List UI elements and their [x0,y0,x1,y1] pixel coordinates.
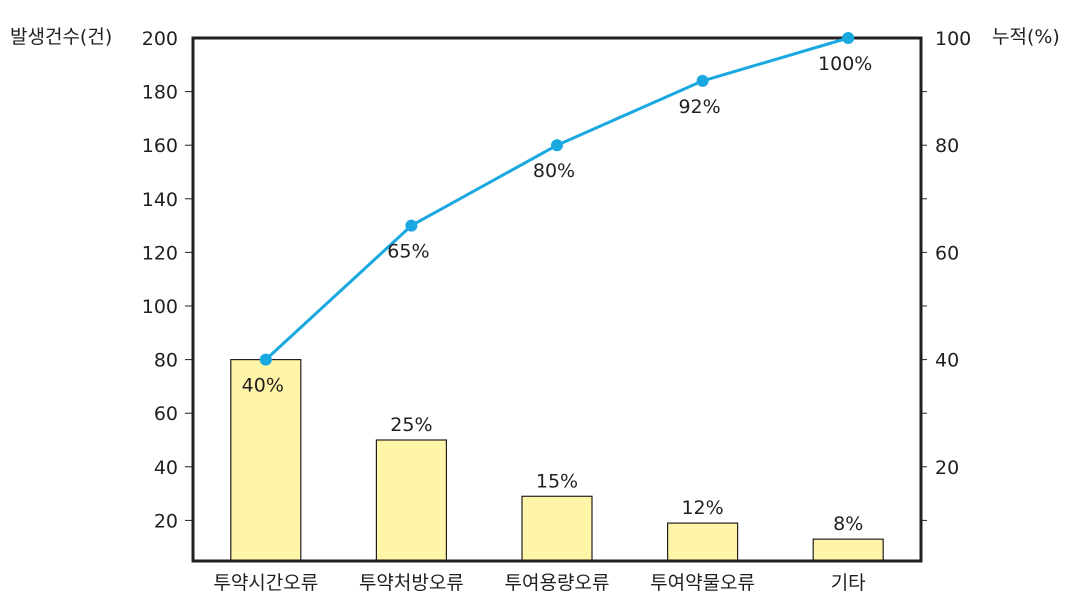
plot-frame [191,36,923,563]
left-tick-label: 160 [142,135,178,157]
bar-series [230,359,884,562]
cumulative-label-4: 92% [678,96,720,118]
left-tick-label: 40 [154,457,178,479]
bar-label-2: 25% [390,414,432,436]
cumulative-point-1 [259,353,272,366]
cumulative-label-1: 40% [242,375,284,397]
cumulative-line [264,36,849,361]
left-tick-label: 20 [154,510,178,532]
right-axis-ticks: 20 40 60 80 100 [921,28,971,521]
cumulative-label-3: 80% [533,160,575,182]
cumulative-label-2: 65% [387,241,429,263]
left-tick-label: 120 [142,242,178,264]
cumulative-point-5 [842,32,855,44]
left-axis-title: 발생건수(건) [10,26,112,48]
bar-1 [230,359,302,562]
category-label: 투약시간오류 [213,572,318,594]
cumulative-point-3 [551,139,563,152]
category-label: 투약처방오류 [359,572,464,594]
right-tick-label: 100 [935,28,971,50]
cumulative-point-4 [696,74,709,87]
cumulative-point-2 [405,219,418,232]
left-tick-label: 60 [154,403,178,425]
right-axis-title: 누적(%) [992,26,1060,48]
category-label: 기타 [831,572,866,594]
category-label: 투여용량오류 [505,572,610,594]
cumulative-line-series [259,32,855,366]
cumulative-label-5: 100% [818,53,872,75]
right-tick-label: 80 [935,135,959,157]
bar-4 [666,522,739,562]
bar-label-4: 12% [681,497,723,519]
cumulative-labels: 40% 65% 80% 92% 100% [242,53,873,397]
left-tick-label: 180 [142,82,178,104]
left-tick-label: 200 [142,28,178,50]
bar-label-3: 15% [536,470,578,492]
bar-2 [375,439,447,562]
bar-label-5: 8% [833,513,863,535]
right-tick-label: 40 [935,350,959,372]
right-tick-label: 60 [935,242,959,264]
bar-labels: 25% 15% 12% 8% [390,414,863,535]
left-tick-label: 100 [142,296,178,318]
left-axis-ticks: 20 40 60 80 100 120 140 160 180 200 [142,28,193,532]
category-labels: 투약시간오류 투약처방오류 투여용량오류 투여약물오류 기타 [213,572,865,594]
left-tick-label: 140 [142,189,178,211]
bar-5 [812,538,884,562]
left-tick-label: 80 [154,350,178,372]
bar-3 [521,495,593,562]
right-tick-label: 20 [935,457,959,479]
category-label: 투여약물오류 [650,572,755,594]
